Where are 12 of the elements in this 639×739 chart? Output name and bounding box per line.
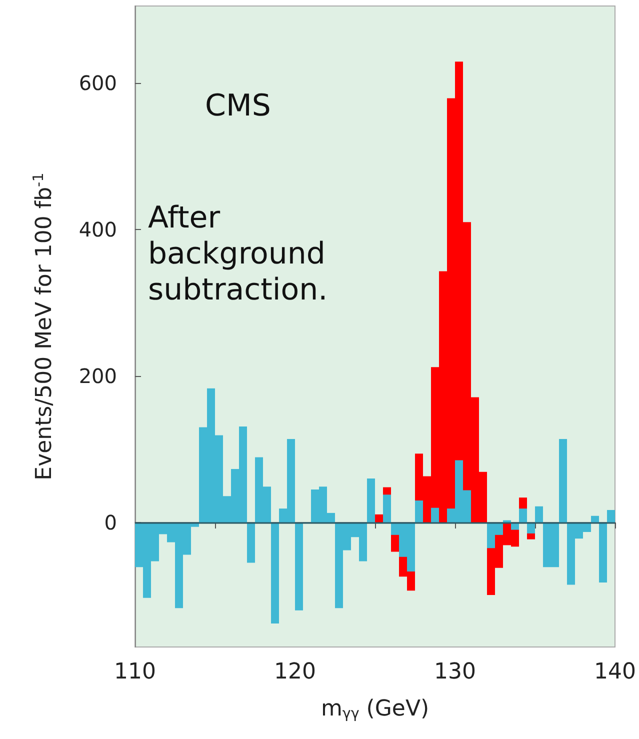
y-tick-label: 600 bbox=[78, 70, 117, 95]
x-tick-label: 110 bbox=[114, 660, 156, 684]
x-axis-title: mγγ (GeV) bbox=[320, 696, 430, 722]
y-axis-title: Events/500 MeV for 100 fb-1 bbox=[31, 172, 57, 480]
x-tick-label: 140 bbox=[594, 660, 636, 684]
annotation: CMS bbox=[205, 88, 271, 124]
annotation: After background subtraction. bbox=[148, 200, 335, 308]
y-tick-label: 200 bbox=[78, 364, 117, 388]
y-tick-label: 400 bbox=[78, 217, 117, 242]
x-tick-label: 120 bbox=[274, 660, 316, 684]
x-tick-label: 130 bbox=[434, 660, 476, 684]
y-tick-label: 0 bbox=[104, 510, 117, 534]
